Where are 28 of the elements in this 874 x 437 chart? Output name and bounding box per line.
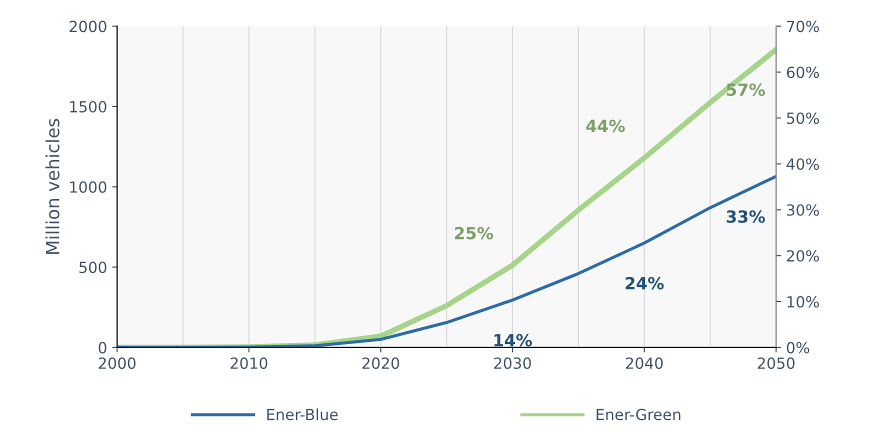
x-tick-label: 2030 bbox=[494, 357, 531, 369]
legend-label: Ener-Blue bbox=[267, 408, 338, 420]
y2-tick-label: 60% bbox=[786, 66, 819, 78]
x-tick-label: 2000 bbox=[98, 357, 136, 369]
x-tick-label: 2010 bbox=[230, 357, 268, 369]
y-tick-label: 500 bbox=[79, 262, 106, 274]
x-tick-label: 2020 bbox=[362, 357, 400, 369]
y-tick-label: 0 bbox=[98, 342, 106, 354]
annotation: 14% bbox=[494, 334, 532, 347]
legend-label: Ener-Green bbox=[596, 408, 680, 420]
annotation: 24% bbox=[626, 276, 664, 290]
y2-tick-label: 40% bbox=[786, 158, 819, 170]
annotation: 25% bbox=[454, 226, 494, 240]
x-tick-label: 2050 bbox=[758, 357, 795, 369]
annotation: 57% bbox=[726, 83, 765, 96]
x-tick-label: 2040 bbox=[626, 357, 663, 369]
y-axis-title: Million vehicles bbox=[45, 118, 60, 254]
y2-tick-label: 10% bbox=[788, 296, 819, 308]
y-tick-label: 1500 bbox=[70, 100, 106, 113]
annotation: 33% bbox=[726, 210, 765, 223]
annotation: 44% bbox=[586, 120, 625, 132]
y2-tick-label: 30% bbox=[787, 204, 819, 216]
y-tick-label: 1000 bbox=[70, 181, 106, 193]
y-tick-label: 2000 bbox=[70, 20, 106, 32]
y2-tick-label: 50% bbox=[787, 112, 819, 124]
y2-tick-label: 0% bbox=[786, 342, 810, 354]
y2-tick-label: 20% bbox=[786, 250, 819, 262]
y2-tick-label: 70% bbox=[787, 20, 819, 32]
